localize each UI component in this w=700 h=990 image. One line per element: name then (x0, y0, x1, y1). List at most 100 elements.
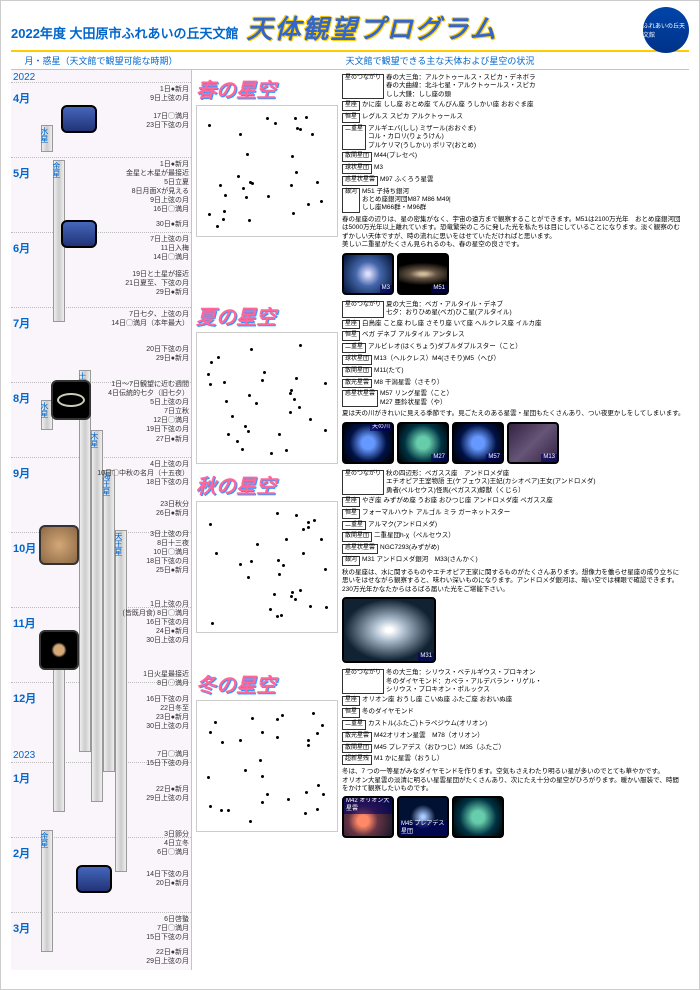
page: 2022年度 大田原市ふれあいの丘天文館 天体観望プログラム ふれあいの丘天文館… (0, 0, 700, 990)
body: 202220234月5月6月7月8月9月10月11月12月1月2月3月水星水星金… (11, 69, 689, 970)
starmap (196, 105, 338, 237)
info-row: 二重星アルビレオ(はくちょう)ダブルダブルスター（こと） (342, 343, 685, 353)
info-tag: 星座 (342, 696, 360, 706)
info-row: 球状星団M13（ヘルクレス）M4(さそり)M5（へび） (342, 355, 685, 365)
info-tag: 球状星団 (342, 164, 372, 174)
info-tag: 二重星 (342, 720, 366, 730)
photo: M13 (507, 422, 559, 464)
moon-event: 1日●新月9日上弦の月 (150, 85, 189, 103)
info-text: カストル(ふたご)トラペジウム(オリオン) (368, 720, 487, 730)
info-row: 星座オリオン座 おうし座 こいぬ座 ふたご座 おおいぬ座 (342, 696, 685, 706)
info-row: 星のつながり秋の四辺形：ペガスス座 アンドロメダ座エチオピア王室物語 王(ケフェ… (342, 470, 685, 495)
info-text: M8 干潟星雲（さそり） (374, 379, 443, 389)
season-right: 星のつながり春の大三角：アルクトゥールス・スピカ・デネボラ春の大曲線：北斗七星・… (342, 74, 685, 295)
info-tag: 散光星雲 (342, 379, 372, 389)
moon-event: 3日節分4日立冬6日◯満月 (157, 830, 189, 857)
info-tag: 銀河 (342, 556, 360, 566)
season-title: 春の星空 (196, 74, 336, 103)
moon-event: 7日七夕、上弦の月14日◯満月（本年最大） (111, 310, 189, 328)
planet-label: 天王星 (113, 532, 124, 556)
month-label: 12月 (13, 690, 36, 706)
season-right: 星のつながり冬の大三角：シリウス・ベテルギウス・プロキオン冬のダイヤモンド：カペ… (342, 669, 685, 838)
info-row: 球状星団M3 (342, 164, 685, 174)
season-title: 夏の星空 (196, 301, 336, 330)
photo: M45 プレアデス星団 (397, 796, 449, 838)
season-block: 夏の星空 星のつながり夏の大三角：ベガ・アルタイル・デネブ七夕：おりひめ星(ベガ… (196, 301, 685, 464)
info-tag: 二重星 (342, 343, 366, 353)
info-text: アルマク(アンドロメダ) (368, 521, 437, 531)
subtitle: 2022年度 大田原市ふれあいの丘天文館 (11, 23, 239, 42)
info-row: 銀河M51 子持ち銀河おとめ座銀河団M87 M86 M49|しし座M66群・M9… (342, 188, 685, 213)
photo-row: M42 オリオン大星雲 M45 プレアデス星団 (342, 796, 685, 838)
moon-event: 4日上弦の月10日◯中秋の名月（十五夜）18日下弦の月 (97, 460, 189, 487)
saturn-icon (51, 380, 91, 420)
planet-bar (103, 470, 115, 772)
info-tag: 球状星団 (342, 355, 372, 365)
season-right: 星のつながり秋の四辺形：ペガスス座 アンドロメダ座エチオピア王室物語 王(ケフェ… (342, 470, 685, 663)
moon-event: 1日～7日観望に近む週間4日伝統的七夕（旧七夕）5日上弦の月7日立秋12日◯満月… (108, 380, 189, 444)
info-text: M57 リング星雲（こと）M27 亜鈴状星雲（や） (380, 390, 453, 407)
info-text: 夏の大三角：ベガ・アルタイル・デネブ七夕：おりひめ星(ベガ)ひこ星(アルタイル) (386, 301, 512, 318)
planet-label: 木星 (89, 432, 100, 448)
info-row: 恒星ベガ デネブ アルタイル アンタレス (342, 331, 685, 341)
info-row: 二重星アルギエバ(しし) ミザール(おおぐま)コル・カロリ(りょうけん)プルケリ… (342, 125, 685, 150)
moon-event: 30日●新月 (156, 220, 189, 229)
jupiter-icon (39, 525, 79, 565)
info-tag: 二重星 (342, 125, 366, 150)
season-left: 春の星空 (196, 74, 336, 295)
moon-event: 14日下弦の月20日●新月 (146, 870, 189, 888)
info-row: 惑星状星雲M57 リング星雲（こと）M27 亜鈴状星雲（や） (342, 390, 685, 407)
info-text: フォーマルハウト アルゴル ミラ ガーネットスター (362, 509, 510, 519)
info-row: 二重星カストル(ふたご)トラペジウム(オリオン) (342, 720, 685, 730)
planet-bar (79, 370, 91, 752)
moon-icon (61, 220, 97, 248)
planet-label: 金星 (51, 162, 62, 178)
photo-label: M45 プレアデス星団 (399, 821, 447, 837)
month-label: 5月 (13, 165, 30, 181)
info-text: 冬の大三角：シリウス・ベテルギウス・プロキオン冬のダイヤモンド：カペラ・アルデバ… (386, 669, 542, 694)
moon-event: 1日火星最接近8日◯満月 (143, 670, 189, 688)
season-title: 秋の星空 (196, 470, 336, 499)
content: 春の星空 星のつながり春の大三角：アルクトゥールス・スピカ・デネボラ春の大曲線：… (192, 70, 689, 970)
info-text: M1 かに星雲（おうし） (374, 755, 443, 765)
info-row: 散光星雲M8 干潟星雲（さそり） (342, 379, 685, 389)
info-tag: 散開星団 (342, 367, 372, 377)
info-text: かに座 しし座 おとめ座 てんびん座 うしかい座 おおぐま座 (362, 101, 534, 111)
moon-event: 20日下弦の月29日●新月 (146, 345, 189, 363)
info-row: 星のつながり冬の大三角：シリウス・ベテルギウス・プロキオン冬のダイヤモンド：カペ… (342, 669, 685, 694)
planet-label: 金星 (39, 832, 50, 848)
season-desc: 冬は、7 つの一等星がみなダイヤモンドを作ります。空気もさえわたり明るい星が多い… (342, 768, 685, 793)
moon-event: 19日と土星が接近21日夏至、下弦の月29日●新月 (125, 270, 189, 297)
photo: M57 (452, 422, 504, 464)
info-row: 惑星状星雲M97 ふくろう星雲 (342, 176, 685, 186)
photo: M42 オリオン大星雲 (342, 796, 394, 838)
photo (452, 796, 504, 838)
timeline: 202220234月5月6月7月8月9月10月11月12月1月2月3月水星水星金… (11, 70, 192, 970)
info-text: 白鳥座 こと座 わし座 さそり座 いて座 ヘルクレス座 イルカ座 (362, 320, 541, 330)
photo-label: 天の川 (370, 424, 392, 432)
info-row: 銀河M31 アンドロメダ銀河 M33(さんかく) (342, 556, 685, 566)
planet-bar (115, 530, 127, 872)
info-row: 超新星残M1 かに星雲（おうし） (342, 755, 685, 765)
month-line (11, 82, 191, 83)
month-line (11, 912, 191, 913)
photo-label: M57 (486, 454, 502, 462)
left-col-header: 月・惑星（天文館で観望可能な時期） (11, 54, 191, 67)
moon-icon (61, 105, 97, 133)
photo-label: M42 オリオン大星雲 (344, 798, 392, 814)
info-text: NGC7293(みずがめ) (380, 544, 439, 554)
info-tag: 散光星雲 (342, 732, 372, 742)
info-tag: 恒星 (342, 708, 360, 718)
moon-event: 1日●新月金星と木星が最接近5日立夏8日月面Xが見える9日上弦の月16日◯満月 (126, 160, 189, 215)
info-text: M3 (374, 164, 383, 174)
info-tag: 星座 (342, 101, 360, 111)
info-text: M45 プレアデス（おひつじ）M35（ふたご） (374, 744, 505, 754)
photo: M51 (397, 253, 449, 295)
info-text: オリオン座 おうし座 こいぬ座 ふたご座 おおいぬ座 (362, 696, 512, 706)
info-tag: 星のつながり (342, 301, 384, 318)
info-tag: 惑星状星雲 (342, 544, 378, 554)
logo: ふれあいの丘天文館 (643, 7, 689, 53)
info-text: アルビレオ(はくちょう)ダブルダブルスター（こと） (368, 343, 522, 353)
info-row: 二重星アルマク(アンドロメダ) (342, 521, 685, 531)
season-block: 冬の星空 星のつながり冬の大三角：シリウス・ベテルギウス・プロキオン冬のダイヤモ… (196, 669, 685, 838)
